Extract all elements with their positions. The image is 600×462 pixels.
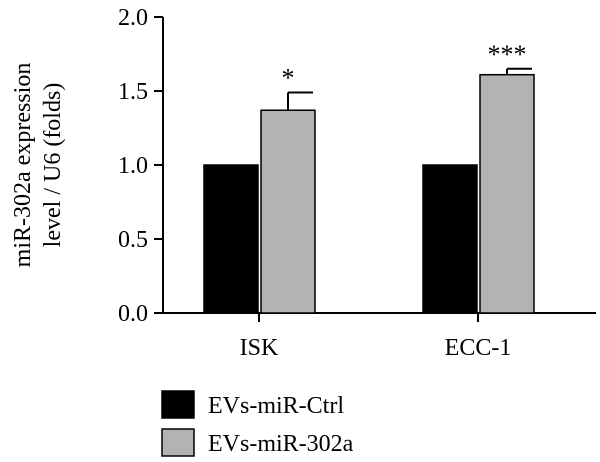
legend-label: EVs-miR-Ctrl xyxy=(208,393,344,419)
bars: **** xyxy=(203,40,535,314)
y-axis-label-line-1: miR-302a expression xyxy=(10,63,36,268)
y-axis: 0.0 0.5 1.0 1.5 2.0 xyxy=(118,5,164,327)
legend-swatch xyxy=(161,390,195,419)
bar xyxy=(260,109,316,314)
bar xyxy=(422,164,478,314)
bar xyxy=(203,164,259,314)
x-tick-label: ECC-1 xyxy=(445,335,512,361)
y-tick-label: 0.0 xyxy=(118,301,148,327)
y-axis-label-line-2: level / U6 (folds) xyxy=(40,83,66,248)
legend-swatch xyxy=(161,428,195,457)
y-tick-label: 1.5 xyxy=(118,79,148,105)
bar xyxy=(479,73,535,314)
y-tick-label: 1.0 xyxy=(118,153,148,179)
legend-label: EVs-miR-302a xyxy=(208,431,354,457)
x-axis: ISK ECC-1 xyxy=(163,312,596,361)
y-tick-label: 0.5 xyxy=(118,227,148,253)
significance-marker: *** xyxy=(488,40,527,69)
y-axis-label: miR-302a expression level / U6 (folds) xyxy=(10,63,66,268)
y-tick-label: 2.0 xyxy=(118,5,148,31)
x-tick-label: ISK xyxy=(240,335,279,361)
legend: EVs-miR-Ctrl EVs-miR-302a xyxy=(161,390,354,457)
significance-marker: * xyxy=(282,63,295,92)
